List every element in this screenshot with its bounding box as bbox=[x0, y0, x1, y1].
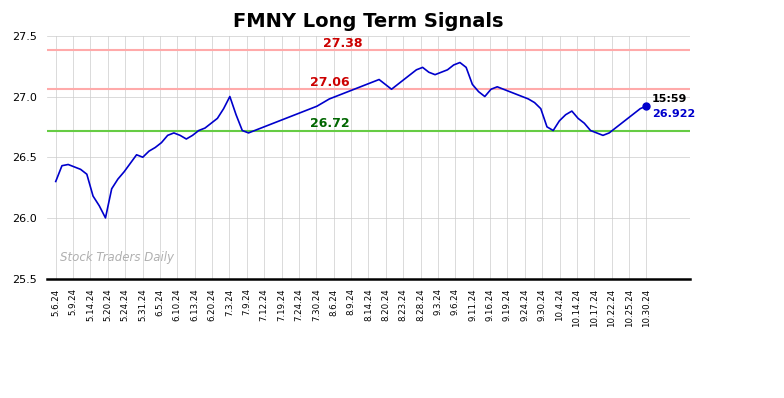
Title: FMNY Long Term Signals: FMNY Long Term Signals bbox=[233, 12, 504, 31]
Text: 27.06: 27.06 bbox=[310, 76, 350, 89]
Text: Stock Traders Daily: Stock Traders Daily bbox=[60, 251, 174, 264]
Text: 27.38: 27.38 bbox=[323, 37, 362, 50]
Text: 26.922: 26.922 bbox=[652, 109, 695, 119]
Text: 26.72: 26.72 bbox=[310, 117, 350, 130]
Text: 15:59: 15:59 bbox=[652, 94, 687, 104]
